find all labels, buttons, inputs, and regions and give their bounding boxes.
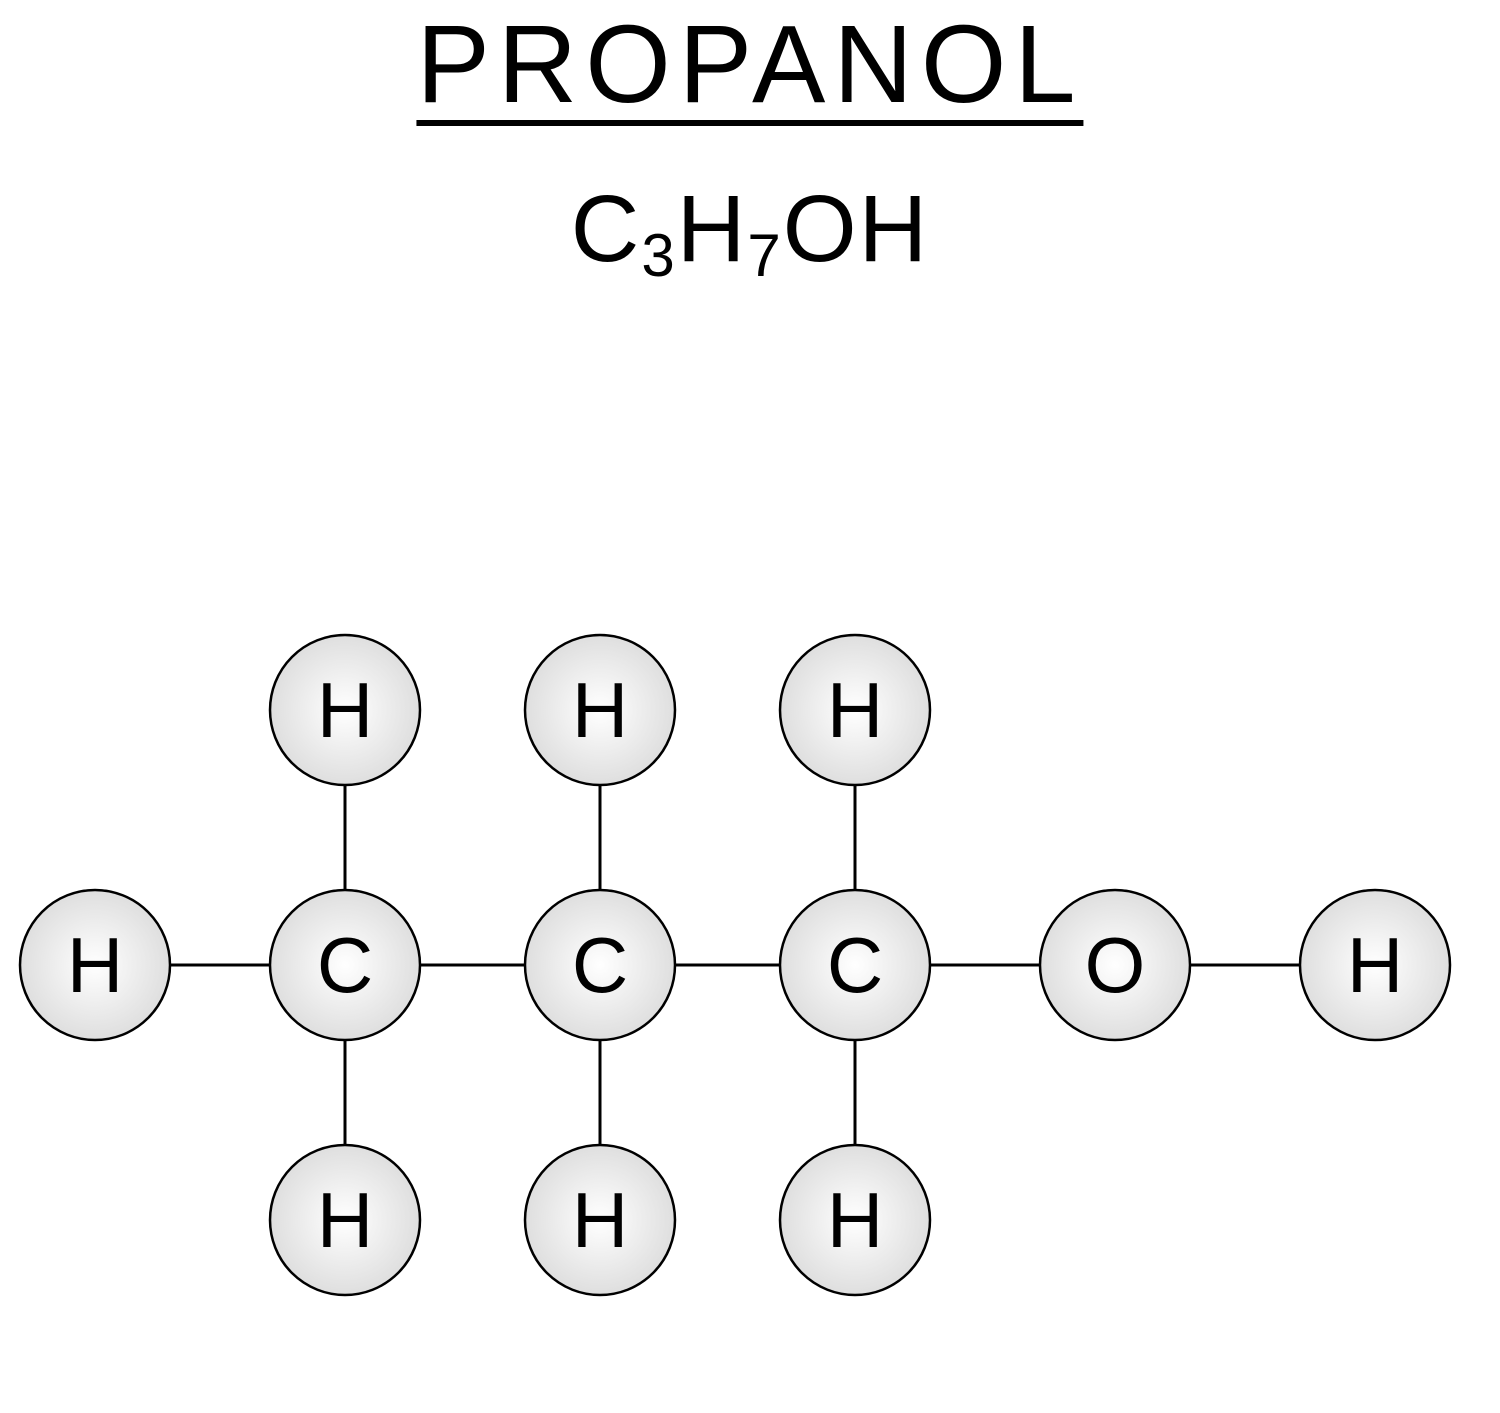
svg-text:H: H	[827, 1176, 883, 1264]
atom-h: H	[270, 635, 420, 785]
svg-text:H: H	[827, 666, 883, 754]
atom-h: H	[270, 1145, 420, 1295]
atom-c: C	[780, 890, 930, 1040]
svg-text:H: H	[67, 921, 123, 1009]
atom-h: H	[525, 1145, 675, 1295]
atom-h: H	[20, 890, 170, 1040]
svg-text:C: C	[572, 921, 628, 1009]
svg-text:C: C	[827, 921, 883, 1009]
structure-diagram: H C C C O H H H H H H H	[0, 0, 1500, 1413]
atom-h: H	[1300, 890, 1450, 1040]
svg-text:H: H	[572, 666, 628, 754]
atom-h: H	[780, 1145, 930, 1295]
svg-text:O: O	[1085, 921, 1146, 1009]
svg-text:H: H	[317, 1176, 373, 1264]
svg-text:H: H	[572, 1176, 628, 1264]
atom-h: H	[780, 635, 930, 785]
atom-o: O	[1040, 890, 1190, 1040]
svg-text:H: H	[317, 666, 373, 754]
atom-c: C	[525, 890, 675, 1040]
atom-c: C	[270, 890, 420, 1040]
svg-text:H: H	[1347, 921, 1403, 1009]
svg-text:C: C	[317, 921, 373, 1009]
atom-h: H	[525, 635, 675, 785]
